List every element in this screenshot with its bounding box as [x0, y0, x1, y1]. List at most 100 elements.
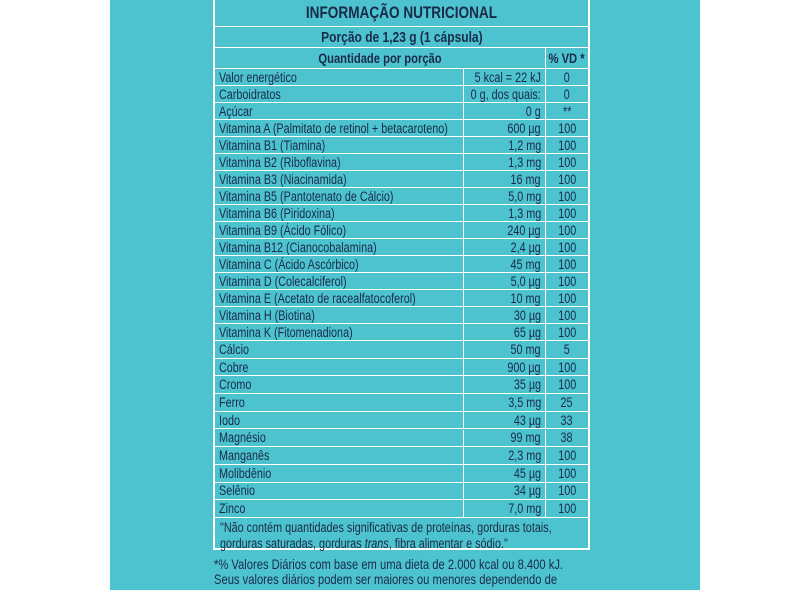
nutrient-amount: 600 µg	[463, 120, 545, 136]
nutrient-row: Vitamina E (Acetato de racealfatocoferol…	[215, 290, 588, 307]
nutrient-row: Vitamina B5 (Pantotenato de Cálcio) 5,0 m…	[215, 188, 588, 205]
nutrient-vd: 100	[557, 205, 577, 221]
nutrient-row: Molibdênio 45 µg 100	[215, 464, 588, 483]
nutrient-amount: 1,3 mg	[463, 205, 545, 221]
nutrient-amount: 35 µg	[513, 377, 541, 393]
nutrient-name: Magnésio	[219, 430, 266, 446]
nutrient-vd: 100	[557, 359, 577, 375]
nutrient-vd: 100	[545, 482, 588, 500]
nutrient-name: Vitamina B2 (Riboflavina)	[219, 154, 341, 170]
nutrient-name: Manganês	[219, 448, 270, 464]
nutrient-name: Iodo	[219, 412, 241, 428]
nutrient-amount: 45 mg	[463, 256, 545, 272]
nutrient-vd: 100	[545, 290, 588, 306]
nutrient-vd: 100	[545, 358, 588, 376]
nutrient-vd: 5	[563, 341, 570, 357]
nutrient-vd: 100	[557, 188, 577, 204]
nutrient-name: Vitamina B6 (Piridoxina)	[219, 205, 335, 221]
nutrient-vd: **	[562, 103, 572, 119]
title: INFORMAÇÃO NUTRICIONAL	[305, 3, 498, 22]
nutrient-amount: 45 µg	[513, 465, 541, 481]
nutrient-amount: 7,0 mg	[463, 500, 545, 517]
nutrient-row: Vitamina D (Colecalciferol) 5,0 µg 100	[215, 273, 588, 290]
nutrient-amount: 16 mg	[463, 171, 545, 187]
nutrient-amount: 7,0 mg	[507, 501, 541, 517]
nutrient-row: Manganês 2,3 mg 100	[215, 447, 588, 465]
nutrient-vd: 100	[557, 465, 577, 481]
nutrient-amount: 2,4 µg	[510, 239, 541, 255]
nutrient-name: Vitamina E (Acetato de racealfatocoferol…	[215, 290, 463, 306]
nutrient-name: Cobre	[219, 359, 249, 375]
nutrient-row: Vitamina B1 (Tiamina) 1,2 mg 100	[215, 137, 588, 154]
nutrient-name: Valor energético	[215, 69, 463, 85]
nutrient-amount: 0 g	[525, 103, 541, 119]
nutrient-row: Açúcar 0 g **	[215, 103, 588, 120]
nutrient-vd: 100	[557, 120, 577, 136]
nutrient-amount: 0 g	[463, 103, 545, 119]
nutrient-amount: 34 µg	[463, 482, 545, 500]
nutrient-vd: 25	[560, 394, 574, 410]
nutrient-name: Vitamina B9 (Ácido Fólico)	[215, 222, 463, 238]
nutrient-name: Vitamina B1 (Tiamina)	[219, 137, 326, 153]
nutrient-vd: 100	[545, 205, 588, 221]
nutrient-name: Carboidratos	[219, 86, 281, 102]
nutrient-name: Zinco	[219, 501, 246, 517]
nutrient-row: Vitamina B2 (Riboflavina) 1,3 mg 100	[215, 154, 588, 171]
nutrient-name: Vitamina D (Colecalciferol)	[219, 273, 347, 289]
nutrient-row: Selênio 34 µg 100	[215, 482, 588, 501]
nutrient-vd: 100	[545, 256, 588, 272]
nutrient-amount: 5,0 µg	[510, 273, 541, 289]
nutrient-row: Zinco 7,0 mg 100	[215, 500, 588, 518]
nutrient-amount: 10 mg	[463, 290, 545, 306]
nutrient-row: Cálcio 50 mg 5	[215, 341, 588, 359]
nutrient-amount: 1,2 mg	[463, 137, 545, 153]
nutrient-row: Vitamina B9 (Ácido Fólico) 240 µg 100	[215, 222, 588, 239]
nutrient-name: Vitamina B2 (Riboflavina)	[215, 154, 463, 170]
portion: Porção de 1,23 g (1 cápsula)	[320, 28, 483, 46]
nutrient-vd: 100	[557, 448, 577, 464]
nutrient-amount: 43 µg	[463, 411, 545, 429]
nutrient-name: Vitamina B1 (Tiamina)	[215, 137, 463, 153]
nutrient-name: Cobre	[215, 359, 463, 376]
nutrient-vd: 38	[545, 429, 588, 447]
nutrient-vd: 38	[560, 430, 574, 446]
nutrient-name: Vitamina K (Fitomenadiona)	[219, 324, 353, 340]
nutrient-row: Cromo 35 µg 100	[215, 376, 588, 395]
nutrient-amount: 240 µg	[463, 222, 545, 238]
nutrient-name: Vitamina C (Ácido Ascórbico)	[215, 256, 463, 272]
nutrient-name: Ferro	[215, 394, 463, 411]
nutrient-row: Magnésio 99 mg 38	[215, 429, 588, 448]
footnote-text: , fibra alimentar e sódio."	[388, 536, 508, 551]
nutrient-name: Iodo	[215, 412, 463, 429]
nutrient-vd: 100	[545, 273, 588, 289]
nutrient-row: Vitamina B6 (Piridoxina) 1,3 mg 100	[215, 205, 588, 222]
nutrient-amount: 3,5 mg	[463, 394, 545, 411]
vd-note: Seus valores diários podem ser maiores o…	[214, 571, 557, 587]
footnote-italic: trans	[364, 536, 389, 551]
nutrient-amount: 35 µg	[463, 376, 545, 394]
nutrient-vd: 100	[557, 256, 577, 272]
nutrient-amount: 45 µg	[463, 464, 545, 482]
nutrient-name: Vitamina B3 (Niacinamida)	[215, 171, 463, 187]
nutrient-vd: 100	[545, 154, 588, 170]
nutrient-amount: 10 mg	[510, 290, 541, 306]
nutrient-name: Vitamina B5 (Pantotenato de Cálcio)	[215, 188, 463, 204]
nutrient-name: Vitamina A (Palmitato de retinol + betac…	[215, 120, 463, 136]
nutrient-amount: 5,0 mg	[463, 188, 545, 204]
nutrient-row: Vitamina B12 (Cianocobalamina) 2,4 µg 100	[215, 239, 588, 256]
nutrient-name: Açúcar	[215, 103, 463, 119]
nutrient-amount: 43 µg	[513, 412, 541, 428]
nutrient-name: Magnésio	[215, 430, 463, 447]
header-vd: % VD *	[548, 50, 586, 66]
nutrient-name: Vitamina D (Colecalciferol)	[215, 273, 463, 289]
nutrient-name: Ferro	[219, 394, 245, 410]
title-row: INFORMAÇÃO NUTRICIONAL	[215, 0, 588, 27]
nutrient-vd: 0	[563, 86, 570, 102]
nutrient-name: Vitamina H (Biotina)	[215, 307, 463, 323]
portion-row: Porção de 1,23 g (1 cápsula)	[215, 27, 588, 48]
nutrient-vd: 100	[545, 307, 588, 323]
nutrient-amount: 900 µg	[463, 358, 545, 376]
nutrient-vd: 100	[545, 239, 588, 255]
nutrient-amount: 30 µg	[463, 307, 545, 323]
